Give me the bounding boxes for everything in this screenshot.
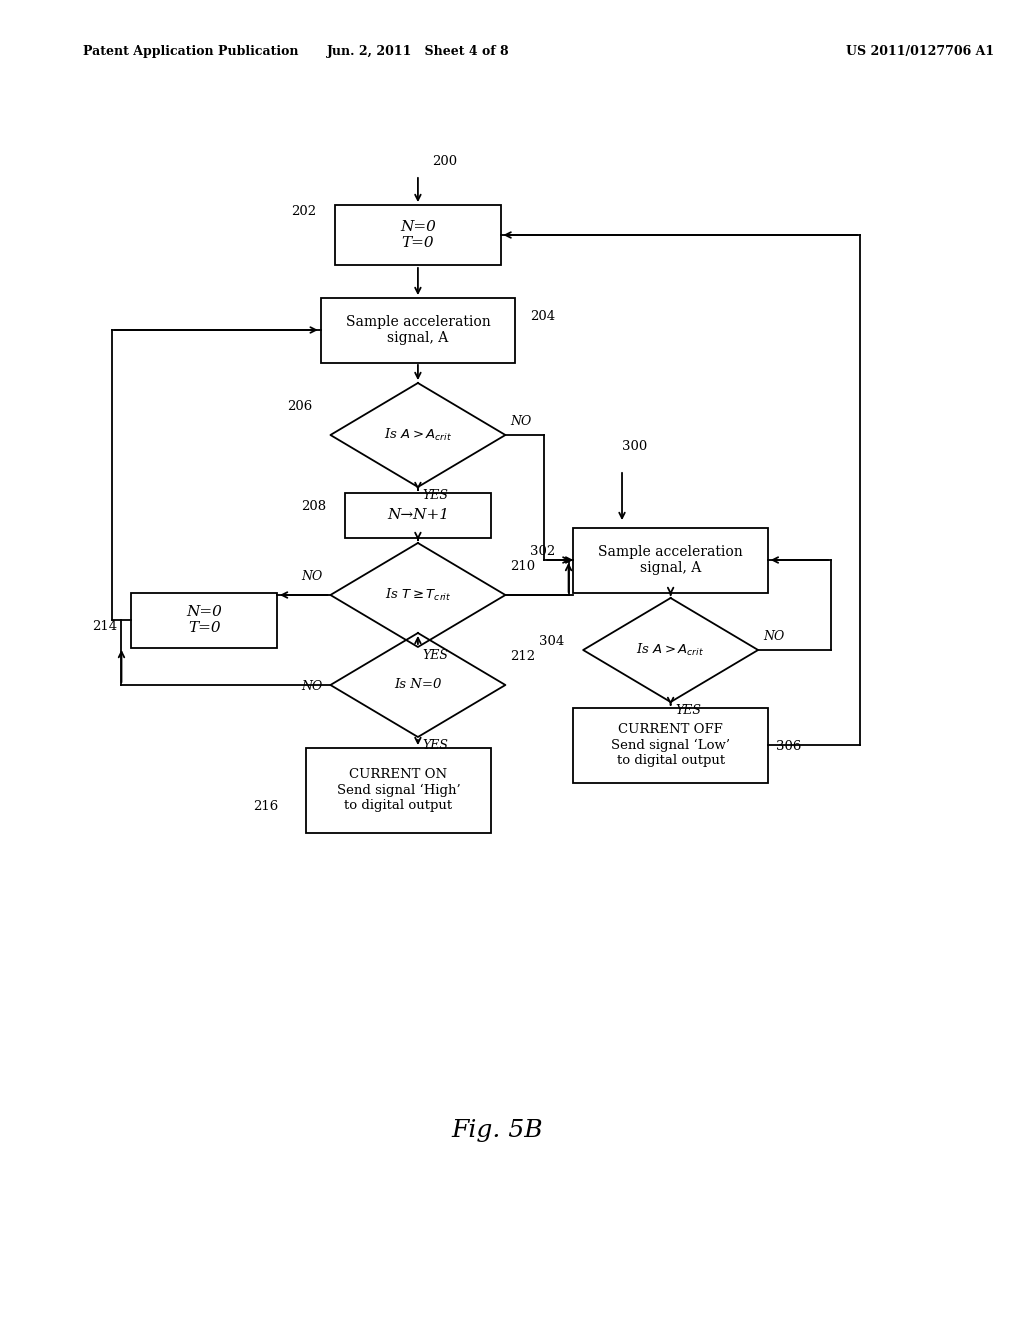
Text: 206: 206 [287, 400, 312, 413]
Text: YES: YES [423, 739, 449, 752]
Bar [345, 492, 490, 537]
Text: N=0
T=0: N=0 T=0 [400, 220, 436, 249]
Bar [573, 528, 768, 593]
Text: Patent Application Publication: Patent Application Publication [83, 45, 298, 58]
Text: Fig. 5B: Fig. 5B [452, 1118, 544, 1142]
Text: CURRENT OFF
Send signal ‘Low’
to digital output: CURRENT OFF Send signal ‘Low’ to digital… [611, 723, 730, 767]
Text: CURRENT ON
Send signal ‘High’
to digital output: CURRENT ON Send signal ‘High’ to digital… [337, 768, 461, 812]
Text: 216: 216 [253, 800, 278, 813]
Text: 304: 304 [540, 635, 564, 648]
Text: Sample acceleration
signal, A: Sample acceleration signal, A [598, 545, 743, 576]
Text: YES: YES [676, 704, 701, 717]
Text: 212: 212 [510, 649, 536, 663]
Polygon shape [331, 634, 506, 737]
Text: 200: 200 [432, 154, 458, 168]
Text: 300: 300 [622, 440, 647, 453]
Text: N=0
T=0: N=0 T=0 [186, 605, 222, 635]
Text: N→N+1: N→N+1 [387, 508, 449, 521]
Text: 302: 302 [529, 545, 555, 558]
Text: Is $T \geq T_{crit}$: Is $T \geq T_{crit}$ [385, 587, 451, 603]
Text: Is N=0: Is N=0 [394, 678, 441, 692]
Bar [335, 205, 501, 265]
Text: Jun. 2, 2011   Sheet 4 of 8: Jun. 2, 2011 Sheet 4 of 8 [327, 45, 509, 58]
Bar [306, 747, 490, 833]
Text: NO: NO [763, 630, 784, 643]
Polygon shape [583, 598, 758, 702]
Bar [573, 708, 768, 783]
Text: 306: 306 [775, 741, 801, 752]
Bar [321, 297, 515, 363]
Polygon shape [331, 383, 506, 487]
Bar [131, 593, 276, 648]
Text: 214: 214 [92, 620, 118, 634]
Text: US 2011/0127706 A1: US 2011/0127706 A1 [846, 45, 993, 58]
Text: Sample acceleration
signal, A: Sample acceleration signal, A [345, 315, 490, 345]
Text: 202: 202 [292, 205, 316, 218]
Polygon shape [331, 543, 506, 647]
Text: NO: NO [301, 680, 323, 693]
Text: Is $A > A_{crit}$: Is $A > A_{crit}$ [637, 642, 705, 659]
Text: 208: 208 [301, 500, 327, 513]
Text: 210: 210 [510, 560, 536, 573]
Text: 204: 204 [529, 310, 555, 323]
Text: YES: YES [423, 488, 449, 502]
Text: NO: NO [510, 414, 531, 428]
Text: NO: NO [301, 570, 323, 583]
Text: YES: YES [423, 649, 449, 663]
Text: Is $A > A_{crit}$: Is $A > A_{crit}$ [384, 426, 452, 444]
